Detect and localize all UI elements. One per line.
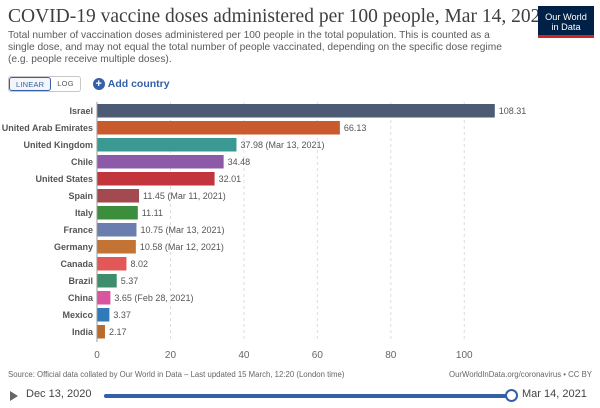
value-label: 108.31 — [499, 106, 527, 116]
country-label: India — [72, 327, 94, 337]
bar-brazil — [97, 274, 117, 288]
bar-chile — [97, 155, 224, 169]
country-label: Germany — [54, 242, 93, 252]
source-url[interactable]: OurWorldInData.org/coronavirus • CC BY — [449, 370, 592, 379]
logo-line-1: Our World — [545, 12, 587, 22]
value-label: 10.58 (Mar 12, 2021) — [140, 242, 224, 252]
add-country-label: Add country — [107, 78, 170, 90]
country-label: United Kingdom — [24, 140, 94, 150]
bar-united-arab-emirates — [97, 121, 340, 135]
timeline-slider-fill — [104, 394, 512, 398]
bar-united-kingdom — [97, 138, 237, 152]
bar-china — [97, 291, 111, 305]
chart-title: COVID-19 vaccine doses administered per … — [8, 6, 551, 27]
owid-logo[interactable]: Our World in Data — [538, 6, 594, 38]
timeline: Dec 13, 2020 Mar 14, 2021 — [0, 386, 600, 406]
add-country-button[interactable]: + Add country — [92, 78, 170, 90]
timeline-slider-track[interactable] — [104, 394, 512, 398]
bar-france — [97, 223, 137, 237]
value-label: 10.75 (Mar 13, 2021) — [140, 225, 224, 235]
log-scale-button[interactable]: LOG — [57, 79, 74, 88]
chart-subtitle: Total number of vaccination doses admini… — [8, 30, 502, 65]
value-label: 66.13 — [344, 123, 367, 133]
country-label: France — [63, 225, 93, 235]
timeline-start-date[interactable]: Dec 13, 2020 — [26, 388, 92, 400]
bar-germany — [97, 240, 136, 254]
country-label: Spain — [68, 191, 93, 201]
country-label: Israel — [69, 106, 93, 116]
bar-israel — [97, 104, 495, 118]
play-icon[interactable] — [10, 391, 18, 401]
x-tick-label: 40 — [238, 350, 250, 361]
logo-line-2: in Data — [551, 22, 581, 32]
value-label: 11.11 — [142, 208, 163, 218]
country-label: Chile — [71, 157, 93, 167]
value-label: 5.37 — [121, 276, 139, 286]
chart-controls: LINEAR LOG + Add country — [8, 76, 170, 92]
linear-scale-button[interactable]: LINEAR — [9, 77, 52, 91]
value-label: 3.37 — [113, 310, 131, 320]
value-label: 32.01 — [219, 174, 242, 184]
country-label: United Arab Emirates — [2, 123, 93, 133]
value-label: 11.45 (Mar 11, 2021) — [143, 191, 226, 201]
x-tick-label: 80 — [385, 350, 397, 361]
value-label: 37.98 (Mar 13, 2021) — [240, 140, 324, 150]
value-label: 8.02 — [130, 259, 148, 269]
bar-italy — [97, 206, 138, 220]
bar-united-states — [97, 172, 215, 186]
x-tick-label: 60 — [312, 350, 324, 361]
bar-spain — [97, 189, 140, 203]
value-label: 34.48 — [228, 157, 251, 167]
country-label: Canada — [60, 259, 94, 269]
timeline-end-date[interactable]: Mar 14, 2021 — [522, 388, 587, 400]
x-tick-label: 0 — [94, 350, 100, 361]
country-label: Mexico — [62, 310, 93, 320]
bar-india — [97, 325, 105, 339]
value-label: 3.65 (Feb 28, 2021) — [114, 293, 193, 303]
timeline-slider-handle[interactable] — [505, 389, 518, 402]
bar-canada — [97, 257, 127, 271]
scale-toggle: LINEAR LOG — [8, 76, 81, 92]
plus-icon: + — [92, 78, 105, 90]
country-label: Italy — [75, 208, 93, 218]
country-label: United States — [35, 174, 93, 184]
x-tick-label: 100 — [456, 350, 473, 361]
country-label: China — [68, 293, 94, 303]
value-label: 2.17 — [109, 327, 127, 337]
country-label: Brazil — [68, 276, 93, 286]
logo-accent-bar — [538, 35, 594, 38]
source-note: Source: Official data collated by Our Wo… — [8, 370, 345, 379]
x-tick-label: 20 — [165, 350, 177, 361]
bar-mexico — [97, 308, 110, 322]
